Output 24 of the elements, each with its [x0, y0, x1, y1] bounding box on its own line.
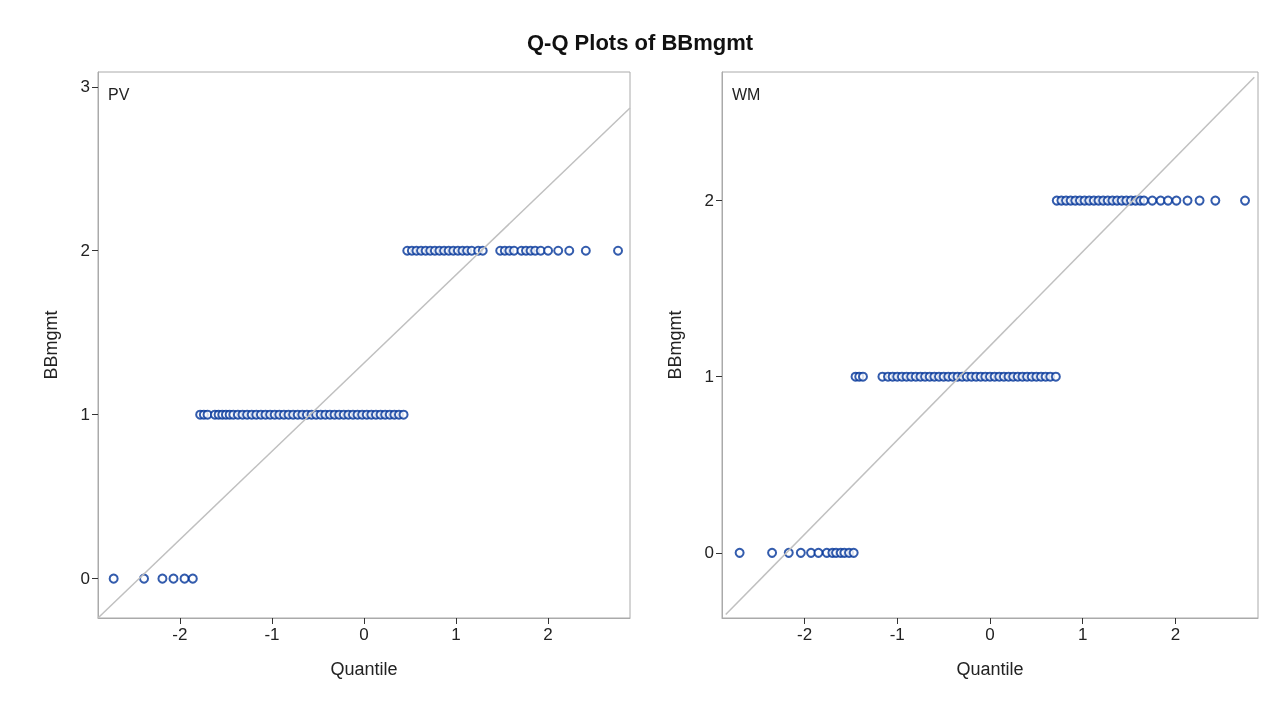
y-tick-label: 1: [704, 367, 714, 387]
x-tick-label: 1: [1078, 625, 1088, 644]
y-tick-label: 0: [80, 569, 90, 589]
y-axis-title: BBmgmt: [41, 310, 61, 380]
x-tick-label: 1: [451, 625, 461, 644]
x-axis-title: Quantile: [330, 659, 398, 679]
x-tick-label: 2: [1170, 625, 1181, 644]
chart-title: Q-Q Plots of BBmgmt: [525, 30, 755, 56]
y-tick-label: 2: [704, 191, 714, 211]
annotation: WM: [732, 85, 761, 103]
x-tick-label: 0: [985, 625, 995, 644]
y-tick-label: 3: [80, 77, 90, 97]
y-tick-label: 1: [80, 405, 90, 425]
x-tick-label: -1: [889, 625, 905, 644]
y-tick-label: 0: [704, 543, 714, 563]
annotation: PV: [108, 85, 130, 103]
x-tick-label: 2: [543, 625, 553, 644]
x-tick-label: -2: [796, 625, 813, 644]
x-tick-label: -1: [264, 625, 280, 644]
y-tick-label: 2: [80, 241, 90, 261]
y-axis-title: BBmgmt: [665, 310, 685, 380]
x-axis-title: Quantile: [956, 659, 1024, 679]
x-tick-label: -2: [172, 625, 188, 644]
x-tick-label: 0: [359, 625, 369, 644]
